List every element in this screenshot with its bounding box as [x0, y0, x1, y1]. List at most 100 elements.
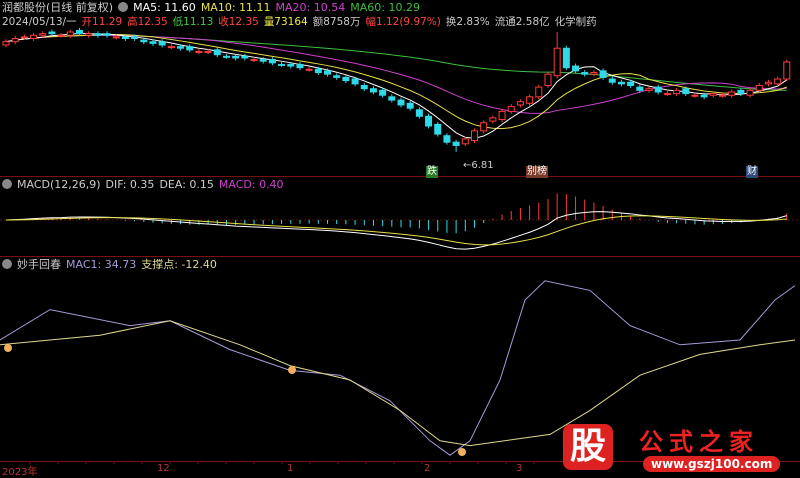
candle [75, 29, 83, 35]
axis-label: 12 [157, 463, 170, 474]
candle [11, 38, 19, 43]
candle [526, 96, 534, 104]
candle [30, 34, 38, 40]
candle [369, 88, 377, 93]
candle [85, 33, 93, 36]
candle [278, 63, 286, 66]
dif: DIF: 0.35 [105, 178, 155, 191]
candle [498, 110, 506, 121]
logo-url: www.gszj100.com [643, 456, 781, 472]
candle [296, 63, 304, 69]
candle [342, 76, 350, 82]
candle [2, 41, 10, 46]
candle [617, 81, 625, 85]
candle [553, 47, 561, 77]
candle [645, 88, 653, 91]
candle [572, 65, 580, 72]
stock-name: 润都股份(日线 前复权) [2, 1, 114, 14]
settings-icon[interactable] [2, 259, 12, 269]
mac1-line [0, 280, 796, 456]
axis-label: 2023年 [2, 467, 38, 478]
candle [195, 50, 203, 53]
candle [20, 36, 28, 39]
candle [204, 50, 212, 53]
axis-label: 1 [287, 463, 294, 474]
candle [415, 109, 423, 117]
candle [324, 70, 332, 75]
candle [516, 101, 524, 106]
candle [783, 61, 791, 80]
candle [351, 78, 359, 85]
candle [131, 36, 139, 40]
candle [314, 68, 322, 74]
turnover: 换2.83% [445, 16, 490, 28]
candle [241, 55, 249, 59]
candle [452, 141, 460, 146]
candle [121, 36, 129, 40]
high: 高12.35 [127, 16, 168, 28]
candle [305, 68, 313, 71]
candle [700, 94, 708, 98]
macd-value: MACD: 0.40 [218, 178, 284, 191]
dea-line [5, 215, 787, 246]
low: 低11.13 [172, 16, 214, 28]
price-ma-legend: 润都股份(日线 前复权) MA5: 11.60 MA10: 11.11 MA20: 1… [2, 1, 425, 15]
settings-icon[interactable] [2, 179, 12, 189]
candle [682, 88, 690, 95]
candle [728, 91, 736, 96]
candle [507, 106, 515, 112]
candle [360, 84, 368, 90]
tag-die[interactable]: 跌 [426, 166, 438, 178]
candle [599, 70, 607, 78]
low-price-label: ←6.81 [463, 160, 494, 171]
ma20: MA20: 10.54 [275, 1, 346, 14]
candle [397, 99, 405, 106]
hand-pointer-icon [288, 366, 296, 374]
candle [737, 89, 745, 95]
candle [608, 78, 616, 83]
tag-bie[interactable]: 别榜 [526, 166, 548, 178]
ma60: MA60: 10.29 [350, 1, 420, 14]
ma10-line [5, 33, 787, 130]
candle [746, 89, 754, 96]
support: 支撑点: -12.40 [141, 258, 217, 271]
candle [140, 39, 148, 43]
candle [158, 41, 166, 46]
candle [388, 96, 396, 101]
candle [719, 94, 727, 97]
candle [627, 81, 635, 86]
candle [94, 33, 102, 36]
candle [333, 75, 341, 78]
candle [39, 33, 47, 36]
logo-text: 公式之家 [639, 428, 759, 456]
candle [663, 93, 671, 96]
sector: 化学制药 [554, 16, 597, 28]
candle [379, 89, 387, 96]
candle [213, 49, 221, 56]
ma20-line [5, 34, 787, 114]
divider [0, 256, 800, 257]
candle [167, 46, 175, 49]
volume: 量73164 [263, 16, 308, 28]
candle [268, 59, 276, 64]
candle [287, 63, 295, 67]
candle [149, 41, 157, 44]
quote-line: 2024/05/13/一 开11.29 高12.35 低11.13 收12.35 量731… [2, 15, 602, 29]
dea: DEA: 0.15 [159, 178, 214, 191]
candle [489, 117, 497, 122]
candle [590, 72, 598, 75]
tag-cai[interactable]: 财 [746, 166, 758, 178]
axis-label: 2 [424, 463, 431, 474]
candle [544, 73, 552, 86]
settings-icon[interactable] [118, 2, 129, 12]
dif-line [5, 211, 787, 250]
candle [636, 86, 644, 91]
candle [654, 86, 662, 93]
float-shares: 流通2.58亿 [494, 16, 550, 28]
candle [691, 94, 699, 97]
divider [0, 176, 800, 177]
axis-label: 3 [516, 463, 523, 474]
candle [222, 55, 230, 58]
candle [177, 46, 185, 49]
